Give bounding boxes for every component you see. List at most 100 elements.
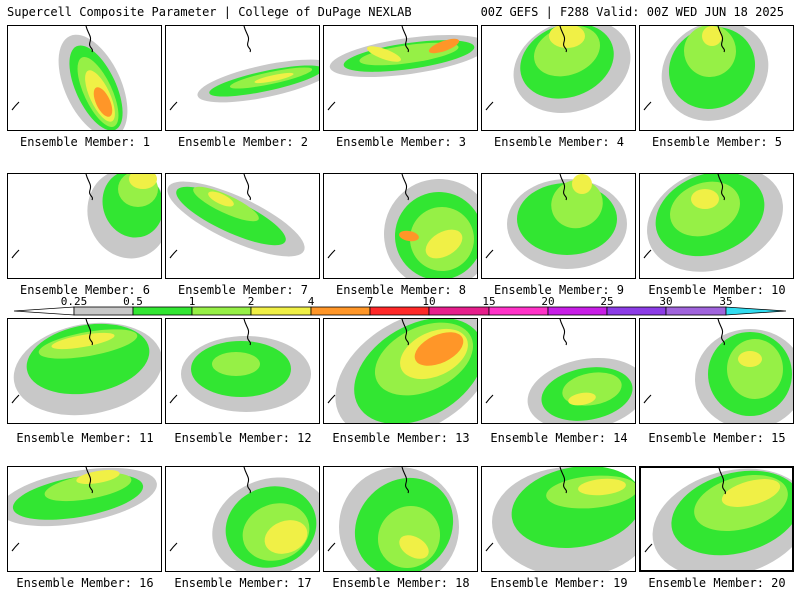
ensemble-member-2-map[interactable] (165, 25, 320, 131)
color-scale-legend: 0.25 0.5 1 2 4 7 10 15 20 25 30 35 (13, 295, 787, 316)
ensemble-member-17-map[interactable] (165, 466, 320, 572)
scp-contour (578, 478, 626, 496)
scp-field (327, 319, 477, 423)
scp-contour (399, 230, 419, 242)
scp-contour (727, 339, 783, 399)
ensemble-member-14-map[interactable] (481, 318, 636, 424)
ensemble-member-19-map[interactable] (481, 466, 636, 572)
scp-field (11, 26, 128, 130)
coastline (169, 174, 251, 259)
scp-contour (76, 469, 120, 485)
scp-field (327, 174, 477, 278)
ensemble-member-11-map[interactable] (7, 318, 162, 424)
colorbar-bin (73, 306, 134, 316)
scp-field (485, 174, 627, 269)
ensemble-member-9-map[interactable] (481, 173, 636, 279)
ensemble-member-8-map[interactable] (323, 173, 478, 279)
colorbar-bin-above (725, 306, 787, 316)
scp-contour (738, 351, 762, 367)
coastline (643, 26, 725, 111)
coastline (485, 467, 567, 552)
scp-contour (212, 352, 260, 376)
coastline (643, 174, 725, 259)
scp-field (327, 467, 459, 571)
colorbar-bin (488, 306, 549, 316)
ensemble-member-label: Ensemble Member: 12 (174, 431, 312, 445)
colorbar-bin (547, 306, 608, 316)
scp-contour (264, 520, 308, 554)
ensemble-member-label: Ensemble Member: 15 (648, 431, 786, 445)
coastline (169, 319, 251, 404)
scp-contour (51, 332, 115, 350)
ensemble-member-label: Ensemble Member: 13 (332, 431, 470, 445)
ensemble-member-label: Ensemble Member: 19 (490, 576, 628, 590)
ensemble-member-16-map[interactable] (7, 466, 162, 572)
scp-contour (549, 26, 585, 48)
scp-contour (93, 87, 113, 117)
ensemble-member-label: Ensemble Member: 1 (19, 135, 151, 149)
ensemble-member-label: Ensemble Member: 7 (177, 283, 309, 297)
ensemble-member-7-map[interactable] (165, 173, 320, 279)
colorbar-tick-label: 0.25 (61, 295, 88, 308)
coastline (644, 468, 726, 553)
ensemble-member-label: Ensemble Member: 10 (648, 283, 786, 297)
ensemble-member-1-map[interactable] (7, 25, 162, 131)
ensemble-member-20-map[interactable] (639, 466, 794, 572)
scp-field (8, 467, 157, 552)
ensemble-member-4-map[interactable] (481, 25, 636, 131)
ensemble-member-label: Ensemble Member: 17 (174, 576, 312, 590)
colorbar-bin (428, 306, 490, 316)
scp-field (485, 26, 631, 114)
ensemble-member-3-map[interactable] (323, 25, 478, 131)
coastline (643, 319, 725, 404)
colorbar-bin (250, 306, 312, 316)
colorbar-bin (191, 306, 252, 316)
ensemble-member-5-map[interactable] (639, 25, 794, 131)
ensemble-member-18-map[interactable] (323, 466, 478, 572)
scp-field (11, 174, 161, 259)
colorbar-bin (369, 306, 430, 316)
ensemble-member-10-map[interactable] (639, 173, 794, 279)
scp-contour (684, 26, 736, 77)
ensemble-member-label: Ensemble Member: 18 (332, 576, 470, 590)
scp-field (327, 26, 477, 111)
ensemble-member-label: Ensemble Member: 5 (651, 135, 783, 149)
colorbar-tick-label: 35 (719, 295, 732, 308)
coastline (11, 319, 93, 404)
scp-contour (208, 191, 234, 207)
ensemble-member-label: Ensemble Member: 14 (490, 431, 628, 445)
ensemble-member-6-map[interactable] (7, 173, 162, 279)
colorbar-bin (606, 306, 667, 316)
colorbar-tick-label: 1 (189, 295, 196, 308)
ensemble-member-label: Ensemble Member: 11 (16, 431, 154, 445)
coastline (169, 467, 251, 552)
colorbar-tick-label: 2 (248, 295, 255, 308)
scp-contour (572, 174, 592, 194)
coastline (485, 26, 567, 111)
colorbar-bin (665, 306, 727, 316)
ensemble-member-13-map[interactable] (323, 318, 478, 424)
scp-contour (428, 38, 460, 54)
ensemble-member-label: Ensemble Member: 4 (493, 135, 625, 149)
coastline (485, 174, 567, 259)
coastline (327, 319, 409, 404)
colorbar-tick-label: 30 (659, 295, 672, 308)
colorbar-tick-label: 4 (308, 295, 315, 308)
colorbar-tick-label: 7 (367, 295, 374, 308)
colorbar-bin-below (13, 306, 75, 316)
ensemble-member-12-map[interactable] (165, 318, 320, 424)
coastline (11, 467, 93, 552)
colorbar-bin (132, 306, 193, 316)
colorbar-tick-label: 0.5 (123, 295, 143, 308)
scp-field (643, 174, 783, 272)
scp-field (11, 319, 161, 416)
ensemble-member-label: Ensemble Member: 2 (177, 135, 309, 149)
ensemble-member-label: Ensemble Member: 3 (335, 135, 467, 149)
coastline (327, 467, 409, 552)
coastline (327, 26, 409, 111)
coastline (327, 174, 409, 259)
ensemble-member-15-map[interactable] (639, 318, 794, 424)
scp-contour (425, 229, 463, 259)
ensemble-member-label: Ensemble Member: 16 (16, 576, 154, 590)
ensemble-member-label: Ensemble Member: 6 (19, 283, 151, 297)
